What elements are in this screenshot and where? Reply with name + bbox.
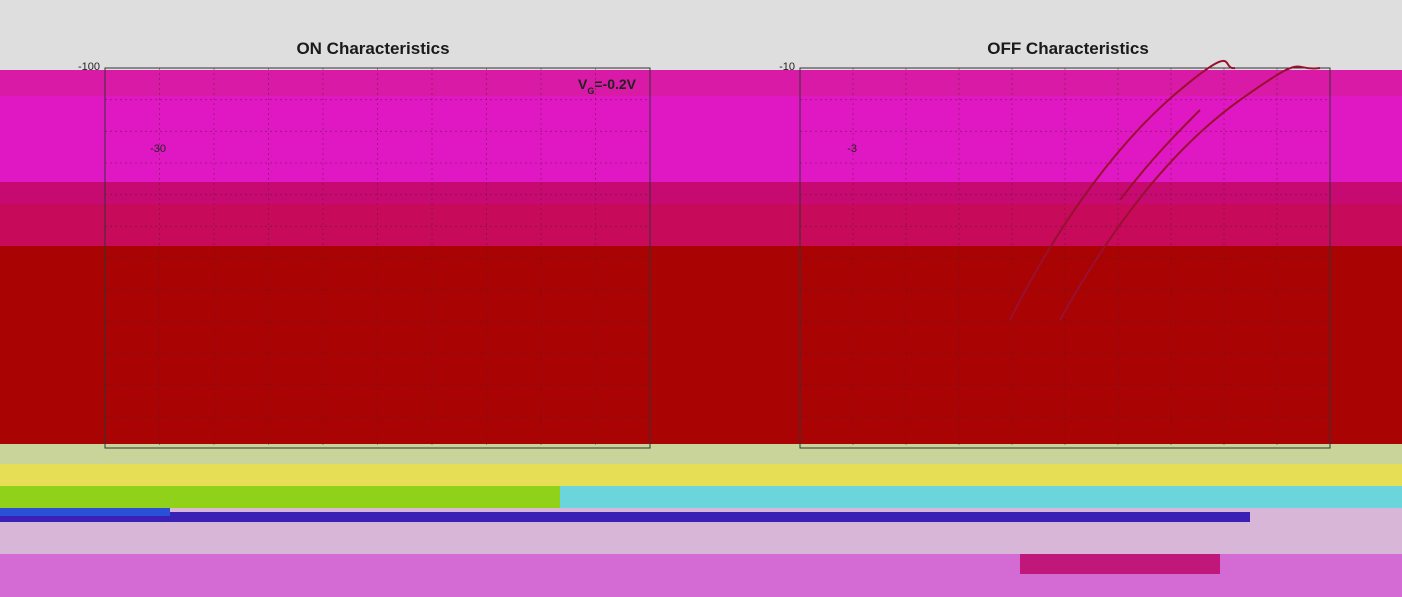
off-ytick-mid: -3 [847,143,857,155]
off-chart-title: OFF Characteristics [987,39,1149,58]
on-annotation-v: V [578,76,588,92]
band-yellow [0,464,1402,486]
on-annotation-subscript: G [587,86,594,96]
on-characteristics-chart: ON Characteristics -100 -30 VG=-0.2V [78,39,651,449]
band-magenta-2 [0,96,1402,182]
off-ytick-top: -10 [779,61,795,73]
dark-accent-block [1020,554,1220,574]
blue-noise-strip-2 [0,508,170,516]
on-gate-voltage-annotation: VG=-0.2V [578,76,637,96]
off-curve-1 [1009,60,1236,321]
off-curve-3 [1119,109,1201,201]
off-characteristics-chart: OFF Characteristics -10 -3 [779,39,1331,449]
band-lavender [0,528,1402,554]
band-top [0,0,1402,70]
band-green [0,486,700,508]
band-sage [0,444,1402,464]
off-grid [800,68,1330,448]
band-rose [0,204,1402,246]
on-annotation-value: =-0.2V [594,76,636,92]
band-cyan [560,486,1402,508]
band-crimson [0,182,1402,204]
band-magenta-1 [0,70,1402,96]
on-grid [105,68,650,448]
on-ytick-mid: -30 [150,143,166,155]
off-curve-2 [1059,65,1321,321]
blue-noise-strip [0,512,1250,522]
on-chart-title: ON Characteristics [296,39,449,58]
on-ytick-top: -100 [78,61,100,73]
band-red [0,246,1402,444]
